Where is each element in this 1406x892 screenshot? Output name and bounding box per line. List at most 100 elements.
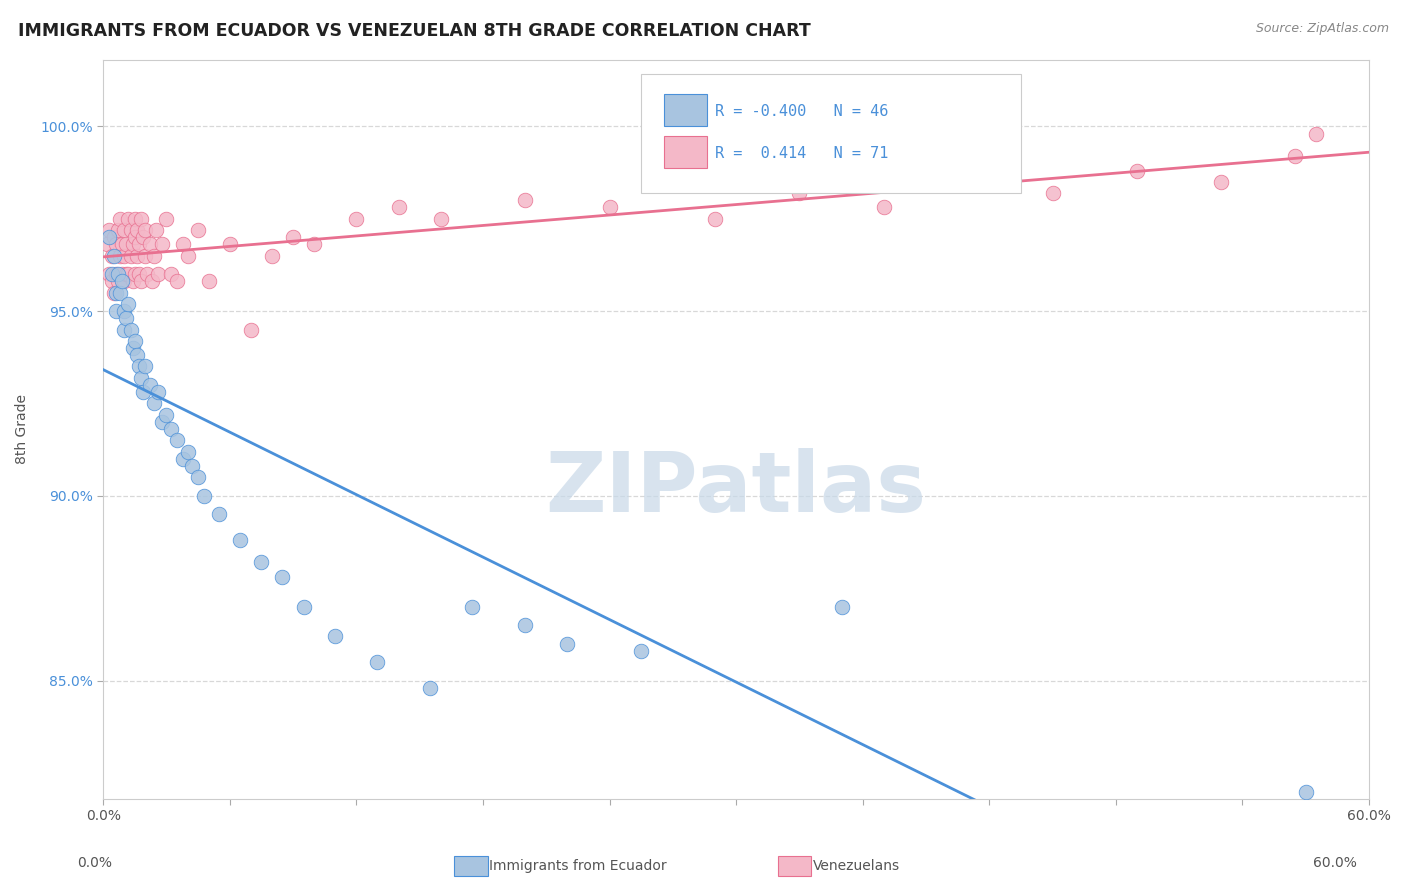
Point [176, 248, 198, 262]
Point [176, 444, 198, 458]
Point [121, 237, 143, 252]
Text: Venezuelans: Venezuelans [813, 859, 900, 873]
Point [98, 230, 121, 244]
Point [134, 222, 156, 236]
Point [112, 222, 135, 236]
Text: 60.0%: 60.0% [1313, 856, 1357, 871]
Point [129, 275, 152, 289]
Point [129, 370, 152, 384]
Text: ZIPatlas: ZIPatlas [546, 448, 927, 529]
Point [112, 248, 135, 262]
Point [124, 230, 146, 244]
Point [128, 237, 150, 252]
Point [1042, 186, 1064, 200]
Point [419, 681, 441, 695]
FancyBboxPatch shape [641, 74, 1021, 193]
Point [100, 275, 122, 289]
Point [187, 222, 209, 236]
Point [112, 304, 135, 318]
Text: R = -0.400   N = 46: R = -0.400 N = 46 [714, 103, 889, 119]
Point [132, 385, 155, 400]
Point [108, 211, 131, 226]
Point [429, 211, 451, 226]
Point [124, 211, 146, 226]
Point [111, 275, 134, 289]
Point [111, 267, 134, 281]
Point [166, 434, 188, 448]
Point [193, 489, 215, 503]
Point [159, 267, 181, 281]
Point [125, 348, 148, 362]
Point [250, 556, 273, 570]
Point [98, 222, 121, 236]
Point [98, 267, 121, 281]
Point [138, 378, 160, 392]
Point [120, 322, 142, 336]
Point [115, 237, 138, 252]
Point [155, 408, 177, 422]
Point [208, 508, 231, 522]
Point [387, 201, 409, 215]
Point [159, 422, 181, 436]
Point [187, 470, 209, 484]
Point [150, 415, 173, 429]
Point [180, 459, 202, 474]
Point [260, 248, 283, 262]
Point [229, 533, 252, 548]
Point [1295, 785, 1317, 799]
Point [630, 644, 652, 658]
Point [104, 304, 127, 318]
Point [104, 285, 127, 300]
Point [1305, 127, 1327, 141]
Point [281, 230, 304, 244]
Point [957, 175, 980, 189]
Point [141, 275, 163, 289]
Point [1284, 149, 1306, 163]
Point [107, 275, 129, 289]
Point [103, 248, 125, 262]
FancyBboxPatch shape [664, 94, 707, 126]
Point [166, 275, 188, 289]
Point [366, 655, 388, 669]
Text: 0.0%: 0.0% [77, 856, 112, 871]
Point [100, 248, 122, 262]
Point [111, 237, 134, 252]
Point [129, 211, 152, 226]
Point [302, 237, 325, 252]
Point [197, 275, 219, 289]
Text: IMMIGRANTS FROM ECUADOR VS VENEZUELAN 8TH GRADE CORRELATION CHART: IMMIGRANTS FROM ECUADOR VS VENEZUELAN 8T… [18, 22, 811, 40]
Point [146, 385, 169, 400]
Point [107, 222, 129, 236]
Point [292, 599, 315, 614]
Point [108, 248, 131, 262]
Point [112, 322, 135, 336]
Point [513, 618, 536, 632]
Point [128, 267, 150, 281]
Point [461, 599, 484, 614]
Point [103, 285, 125, 300]
Point [134, 359, 156, 374]
Point [115, 267, 138, 281]
Point [155, 211, 177, 226]
Text: R =  0.414   N = 71: R = 0.414 N = 71 [714, 146, 889, 161]
Point [134, 248, 156, 262]
Text: Immigrants from Ecuador: Immigrants from Ecuador [489, 859, 666, 873]
Point [120, 222, 142, 236]
Point [124, 334, 146, 348]
Point [1126, 163, 1149, 178]
Point [104, 237, 127, 252]
Point [108, 285, 131, 300]
Point [831, 599, 853, 614]
Point [103, 230, 125, 244]
Point [142, 248, 165, 262]
Point [104, 267, 127, 281]
Point [96, 237, 118, 252]
Point [138, 237, 160, 252]
FancyBboxPatch shape [664, 136, 707, 169]
Point [128, 359, 150, 374]
Point [1211, 175, 1233, 189]
Point [150, 237, 173, 252]
Point [172, 237, 194, 252]
Point [146, 267, 169, 281]
Point [121, 341, 143, 355]
